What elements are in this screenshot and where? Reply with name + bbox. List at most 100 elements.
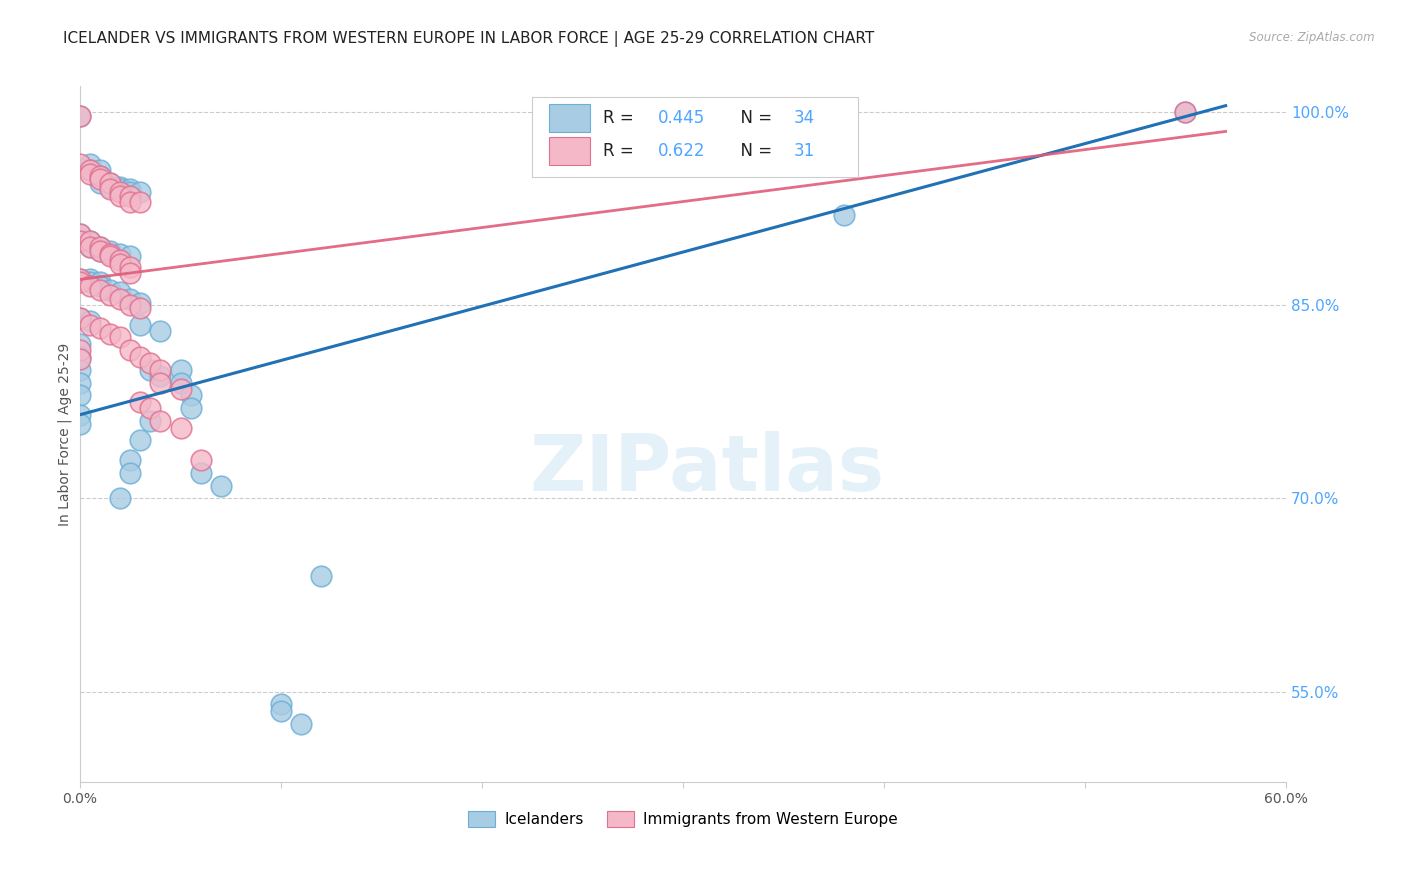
Point: [79, 163, 101, 178]
Point: [139, 401, 162, 416]
Point: [120, 452, 142, 467]
Point: [290, 716, 312, 731]
Legend: Icelanders, Immigrants from Western Europe: Icelanders, Immigrants from Western Euro…: [461, 805, 904, 833]
Point: [270, 698, 292, 712]
Point: [180, 401, 202, 416]
Point: [120, 182, 142, 196]
FancyBboxPatch shape: [550, 103, 591, 132]
Point: [149, 369, 172, 384]
Point: [129, 195, 152, 210]
Point: [98, 176, 121, 190]
Text: 0.445: 0.445: [658, 109, 704, 127]
Point: [79, 156, 101, 170]
Point: [190, 452, 212, 467]
Point: [89, 244, 111, 259]
Point: [79, 234, 101, 248]
Point: [309, 568, 332, 582]
Point: [98, 182, 121, 196]
Point: [69, 362, 91, 376]
Point: [129, 394, 152, 409]
Point: [108, 285, 131, 300]
Point: [149, 362, 172, 376]
Point: [98, 288, 121, 302]
Point: [89, 240, 111, 254]
Point: [69, 350, 91, 364]
Point: [108, 253, 131, 268]
Point: [108, 246, 131, 260]
Point: [98, 179, 121, 194]
Point: [79, 275, 101, 289]
Point: [89, 283, 111, 297]
Point: [79, 234, 101, 248]
Point: [69, 109, 91, 123]
Point: [108, 257, 131, 271]
Point: [69, 227, 91, 242]
Text: Source: ZipAtlas.com: Source: ZipAtlas.com: [1250, 31, 1375, 45]
Point: [69, 388, 91, 402]
Text: 34: 34: [794, 109, 815, 127]
Point: [89, 275, 111, 289]
Point: [79, 167, 101, 181]
Point: [120, 292, 142, 306]
Text: R =: R =: [603, 109, 640, 127]
Point: [120, 195, 142, 210]
Point: [89, 279, 111, 293]
Point: [129, 295, 152, 310]
Point: [120, 343, 142, 358]
Point: [69, 337, 91, 351]
Point: [108, 182, 131, 196]
Point: [69, 311, 91, 326]
Point: [149, 324, 172, 338]
Point: [98, 326, 121, 341]
Point: [108, 330, 131, 344]
Point: [98, 244, 121, 259]
Text: R =: R =: [603, 143, 640, 161]
Point: [79, 314, 101, 328]
Point: [149, 376, 172, 390]
Text: 31: 31: [794, 143, 815, 161]
Point: [180, 388, 202, 402]
Point: [832, 208, 855, 222]
Point: [89, 163, 111, 178]
Point: [89, 321, 111, 335]
Text: N =: N =: [730, 109, 778, 127]
Point: [120, 466, 142, 480]
FancyBboxPatch shape: [533, 97, 858, 177]
Point: [69, 272, 91, 286]
Point: [120, 185, 142, 199]
Point: [79, 240, 101, 254]
Point: [1174, 105, 1197, 120]
Point: [98, 249, 121, 263]
Point: [69, 417, 91, 431]
Text: 0.622: 0.622: [658, 143, 706, 161]
Text: ZIPatlas: ZIPatlas: [530, 431, 884, 507]
Point: [89, 176, 111, 190]
Point: [69, 343, 91, 358]
Point: [120, 260, 142, 274]
Point: [169, 382, 191, 396]
Point: [270, 704, 292, 718]
Point: [190, 466, 212, 480]
Point: [169, 420, 191, 434]
Point: [129, 350, 152, 364]
Point: [120, 298, 142, 312]
Point: [108, 189, 131, 203]
Point: [89, 244, 111, 259]
Point: [69, 376, 91, 390]
Point: [69, 227, 91, 242]
Point: [69, 275, 91, 289]
Point: [79, 240, 101, 254]
Point: [169, 376, 191, 390]
Point: [129, 301, 152, 315]
Point: [79, 318, 101, 332]
Point: [89, 172, 111, 186]
Point: [129, 185, 152, 199]
Point: [169, 362, 191, 376]
Point: [108, 185, 131, 199]
Point: [149, 414, 172, 428]
Point: [1174, 105, 1197, 120]
Point: [69, 352, 91, 367]
Point: [98, 246, 121, 260]
Point: [69, 272, 91, 286]
Point: [209, 478, 232, 492]
